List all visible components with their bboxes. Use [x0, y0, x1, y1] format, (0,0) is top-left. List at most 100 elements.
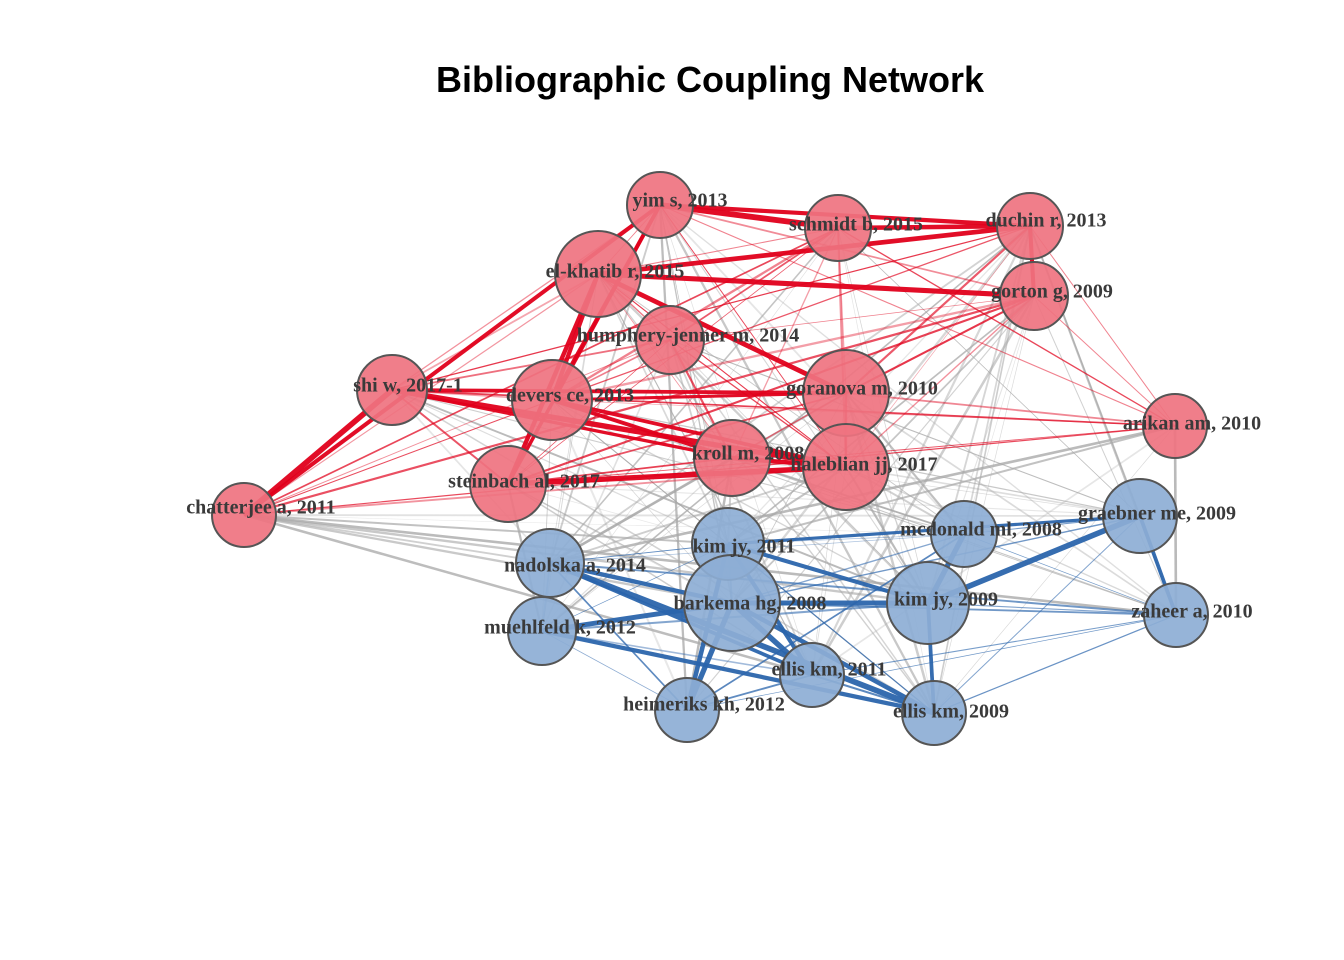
edge-chatterjee-mcdonald	[243, 514, 965, 535]
node-elkhatib[interactable]	[554, 230, 642, 318]
node-steinbach[interactable]	[469, 445, 547, 523]
edge-haleblian-nadolska	[549, 466, 847, 564]
node-label-shi: shi w, 2017-1	[353, 375, 462, 397]
edge-shi-kimjy2009	[391, 389, 929, 604]
edge-kroll-muehlfeld	[541, 457, 733, 632]
node-label-goranova: goranova m, 2010	[786, 378, 938, 400]
edge-yim-kimjy2009	[659, 204, 929, 604]
edge-devers-goranova	[551, 391, 847, 402]
node-label-nadolska: nadolska a, 2014	[504, 555, 646, 577]
node-duchin[interactable]	[996, 192, 1064, 260]
edge-yim-heimeriks	[658, 204, 689, 711]
node-label-kimjy2011: kim jy, 2011	[693, 536, 796, 558]
diagram-title: Bibliographic Coupling Network	[436, 59, 985, 100]
edge-chatterjee-kimjy2011	[243, 514, 729, 545]
node-yim[interactable]	[626, 171, 694, 239]
edge-humphery-chatterjee	[243, 339, 671, 516]
edge-mcdonald-zaheer	[963, 533, 1177, 616]
edge-humphery-graebner	[669, 339, 1141, 517]
edge-yim-arikan	[659, 204, 1176, 427]
edge-arikan-ellis2009	[933, 425, 1176, 714]
node-gorton[interactable]	[999, 261, 1069, 331]
node-label-schmidt: schmidt b, 2015	[789, 214, 923, 236]
node-kimjy2009[interactable]	[886, 561, 970, 645]
edge-duchin-devers	[551, 225, 1031, 401]
edge-schmidt-devers	[551, 227, 839, 401]
node-label-ellis2009: ellis km, 2009	[893, 701, 1009, 723]
edge-gorton-humphery	[669, 295, 1035, 341]
node-label-mcdonald: mcdonald ml, 2008	[900, 519, 1062, 541]
edge-graebner-ellis2009	[933, 515, 1141, 714]
edge-haleblian-steinbach	[507, 464, 847, 487]
edge-chatterjee-barkema	[243, 513, 733, 605]
node-heimeriks[interactable]	[654, 677, 720, 743]
edge-gorton-steinbach	[507, 295, 1035, 485]
edge-goranova-zaheer	[845, 392, 1177, 616]
node-humphery[interactable]	[635, 305, 705, 375]
node-label-barkema: barkema hg, 2008	[674, 593, 827, 615]
edge-shi-goranova	[391, 388, 847, 395]
edge-muehlfeld-ellis2009	[541, 628, 935, 716]
node-haleblian[interactable]	[802, 423, 890, 511]
node-barkema[interactable]	[683, 554, 781, 652]
node-schmidt[interactable]	[804, 194, 872, 262]
node-label-arikan: arikan am, 2010	[1123, 413, 1261, 435]
node-label-haleblian: haleblian jj, 2017	[790, 454, 937, 476]
edge-shi-ellis2009	[391, 389, 935, 714]
edge-gorton-ellis2009	[933, 295, 1035, 714]
node-label-duchin: duchin r, 2013	[986, 210, 1107, 232]
edge-elkhatib-haleblian	[597, 273, 847, 468]
edge-gorton-kimjy2011	[727, 295, 1035, 545]
node-label-kimjy2009: kim jy, 2009	[894, 589, 998, 611]
node-label-yim: yim s, 2013	[633, 190, 728, 212]
edge-zaheer-heimeriks	[686, 614, 1177, 711]
node-label-zaheer: zaheer a, 2010	[1131, 601, 1252, 623]
edge-goranova-arikan	[845, 392, 1176, 427]
node-kroll[interactable]	[693, 419, 771, 497]
edge-gorton-zaheer	[1033, 295, 1177, 616]
edge-shi-mcdonald	[391, 389, 965, 535]
edge-goranova-steinbach	[507, 392, 847, 485]
node-arikan[interactable]	[1142, 393, 1208, 459]
edge-devers-chatterjee	[243, 399, 553, 516]
edge-elkhatib-kimjy2011	[597, 273, 729, 545]
edge-humphery-ellis2009	[669, 339, 935, 714]
node-label-heimeriks: heimeriks kh, 2012	[623, 694, 785, 716]
edge-elkhatib-gorton	[597, 271, 1035, 299]
edge-haleblian-graebner	[845, 466, 1141, 517]
node-label-muehlfeld: muehlfeld k, 2012	[484, 617, 636, 639]
edge-zaheer-ellis2009	[933, 614, 1177, 714]
edge-duchin-shi	[391, 225, 1031, 391]
node-label-elkhatib: el-khatib r, 2015	[546, 261, 685, 283]
node-label-steinbach: steinbach al, 2017	[448, 471, 600, 493]
node-muehlfeld[interactable]	[507, 596, 577, 666]
node-label-humphery: humphery-jenner m, 2014	[577, 325, 799, 347]
node-ellis2011[interactable]	[779, 642, 845, 708]
node-label-graebner: graebner me, 2009	[1078, 503, 1236, 525]
edge-chatterjee-graebner	[243, 514, 1141, 517]
node-mcdonald[interactable]	[930, 500, 998, 568]
edge-haleblian-zaheer	[845, 466, 1177, 616]
node-ellis2009[interactable]	[901, 680, 967, 746]
node-graebner[interactable]	[1102, 478, 1178, 554]
node-chatterjee[interactable]	[211, 482, 277, 548]
edge-gorton-chatterjee	[243, 294, 1035, 517]
edge-yim-nadolska	[549, 204, 661, 564]
edge-chatterjee-nadolska	[243, 514, 551, 564]
edge-devers-haleblian	[551, 398, 847, 469]
node-label-kroll: kroll m, 2008	[692, 443, 804, 465]
node-label-gorton: gorton g, 2009	[991, 281, 1113, 303]
node-layer	[211, 171, 1209, 746]
edge-nadolska-zaheer	[549, 562, 1177, 616]
label-layer: yim s, 2013 schmidt b, 2015 duchin r, 2013…	[186, 190, 1261, 723]
node-label-chatterjee: chatterjee a, 2011	[186, 497, 335, 519]
edge-zaheer-ellis2011	[811, 614, 1177, 676]
edge-goranova-muehlfeld	[541, 392, 847, 632]
node-label-devers: devers ce, 2013	[506, 385, 634, 407]
node-shi[interactable]	[356, 354, 428, 426]
edge-graebner-barkema	[731, 515, 1141, 604]
edge-arikan-kimjy2011	[727, 425, 1176, 545]
node-zaheer[interactable]	[1143, 582, 1209, 648]
node-devers[interactable]	[511, 359, 593, 441]
